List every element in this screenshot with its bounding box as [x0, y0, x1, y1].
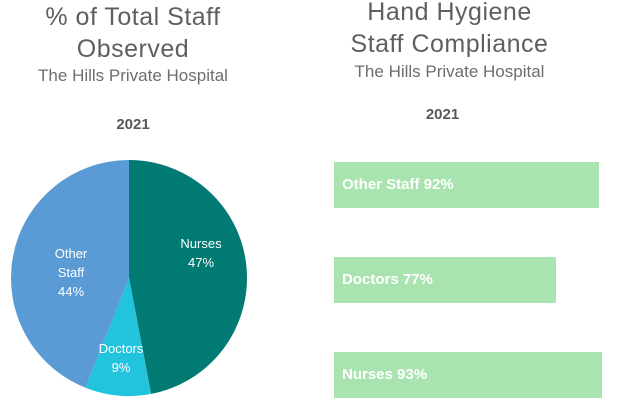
hygiene-compliance-panel: Hand Hygiene Staff Compliance The Hills … — [266, 0, 633, 413]
pie-label-nurses: Nurses 47% — [180, 236, 222, 270]
pie-chart-year: 2021 — [116, 116, 150, 133]
bar-chart-title-line-1: Hand Hygiene — [367, 0, 532, 26]
bar-other-staff: Other Staff 92% — [334, 162, 599, 208]
bar-nurses: Nurses 93% — [334, 352, 602, 398]
bar-label-doctors: Doctors 77% — [342, 271, 433, 288]
compliance-bar-chart: Other Staff 92% Doctors 77% Nurses 93% — [266, 150, 633, 413]
pie-slice-doctors — [85, 278, 152, 396]
bar-label-other-staff: Other Staff 92% — [342, 176, 454, 193]
staff-observed-panel: % of Total Staff Observed The Hills Priv… — [0, 0, 266, 413]
bar-doctors: Doctors 77% — [334, 257, 556, 303]
pie-label-doctors: Doctors 9% — [99, 341, 144, 375]
pie-chart-title-line-1: % of Total Staff — [45, 3, 221, 31]
bar-label-nurses: Nurses 93% — [342, 366, 428, 383]
pie-slice-other-staff — [10, 159, 129, 388]
bar-chart-subtitle: The Hills Private Hospital — [354, 62, 545, 81]
bar-chart-title-line-2: Staff Compliance — [350, 30, 549, 58]
pie-slice-nurses — [129, 160, 248, 394]
pie-chart-title-line-2: Observed — [76, 35, 190, 63]
pie-label-other-staff: Other Staff 44% — [55, 246, 88, 299]
staff-observed-pie-chart: Nurses 47% Doctors 9% Other Staff 44% — [10, 159, 248, 396]
bar-chart-year: 2021 — [425, 106, 460, 123]
pie-chart-subtitle: The Hills Private Hospital — [38, 66, 228, 85]
